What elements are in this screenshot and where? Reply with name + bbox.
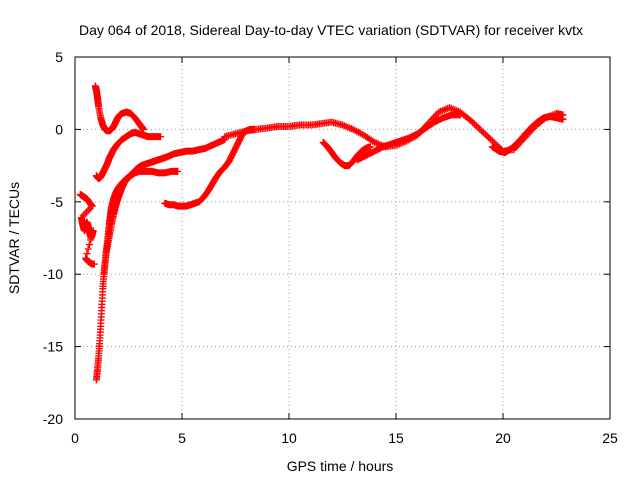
data-marker	[91, 82, 147, 135]
data-points	[76, 82, 567, 384]
x-axis-label: GPS time / hours	[287, 458, 394, 474]
x-tick-label: 25	[602, 430, 618, 446]
data-marker	[92, 167, 182, 384]
data-marker	[76, 191, 98, 268]
series-upper-short-arc	[91, 82, 147, 135]
series-far-left-stubs	[76, 191, 98, 268]
series-rising-arc-to-zero	[92, 128, 165, 183]
x-tick-label: 20	[495, 430, 511, 446]
data-marker	[353, 111, 464, 164]
y-tick-label: -5	[51, 194, 64, 210]
x-tick-label: 0	[71, 430, 79, 446]
y-tick-label: -15	[43, 339, 63, 355]
data-marker	[92, 128, 165, 183]
plot-frame	[74, 56, 611, 420]
y-axis-label: SDTVAR / TECUs	[6, 182, 22, 294]
y-tick-label: -10	[43, 266, 63, 282]
y-tick-label: 0	[55, 121, 63, 137]
series-tail-band	[488, 112, 567, 157]
y-tick-label: 5	[55, 49, 63, 65]
x-tick-label: 5	[178, 430, 186, 446]
data-marker	[103, 136, 229, 252]
data-marker	[161, 125, 259, 210]
series-lower-mid-band	[353, 111, 464, 164]
series-steep-rising-arc	[92, 167, 182, 384]
series-middle-arc	[103, 136, 229, 252]
grid	[75, 57, 610, 419]
chart-title: Day 064 of 2018, Sidereal Day-to-day VTE…	[79, 22, 583, 38]
data-marker	[488, 112, 567, 157]
y-tick-label: -20	[43, 411, 63, 427]
x-tick-label: 15	[388, 430, 404, 446]
series-mid-low-arc	[161, 125, 259, 210]
x-tick-label: 10	[281, 430, 297, 446]
axis-ticks: 0 5 10 15 20 25 5 0 -5 -10 -15 -20	[43, 49, 618, 446]
